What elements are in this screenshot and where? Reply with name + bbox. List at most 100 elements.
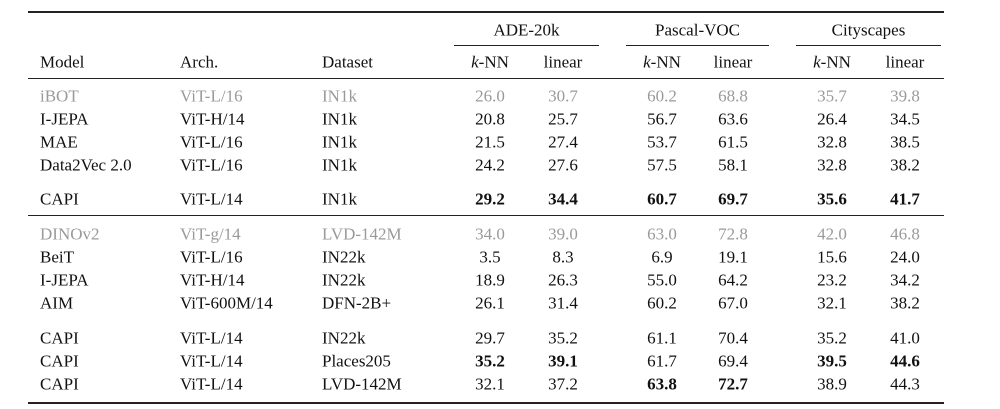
- cell-value: 60.2: [647, 293, 677, 313]
- cell-text: ViT-600M/14: [180, 293, 273, 313]
- cell-value: 32.1: [475, 374, 505, 394]
- cell-text: Places205: [322, 351, 391, 371]
- cell-value: 35.7: [817, 86, 847, 106]
- top-rule: [28, 11, 944, 13]
- cell-value: 42.0: [817, 224, 847, 244]
- group-rule: [796, 45, 941, 46]
- cell-value: 70.4: [718, 328, 748, 348]
- cell-text: IN22k: [322, 328, 366, 348]
- cell-value: 26.4: [817, 109, 847, 129]
- group-rule: [454, 45, 599, 46]
- cell-value: 26.1: [475, 293, 505, 313]
- group-header: ADE-20k: [493, 20, 560, 40]
- cell-value: 31.4: [548, 293, 578, 313]
- cell-value: 34.4: [548, 189, 578, 209]
- cell-text: ViT-L/16: [180, 86, 243, 106]
- cell-text: IN22k: [322, 270, 366, 290]
- cell-value: 63.0: [647, 224, 677, 244]
- cell-value: 35.2: [817, 328, 847, 348]
- cell-value: 27.4: [548, 132, 578, 152]
- cell-value: 69.4: [718, 351, 748, 371]
- cell-value: 41.7: [890, 189, 920, 209]
- cell-value: 39.5: [817, 351, 847, 371]
- cell-text: ViT-g/14: [180, 224, 241, 244]
- group-header: Cityscapes: [831, 20, 906, 40]
- cell-text: CAPI: [40, 189, 79, 209]
- cell-text: IN1k: [322, 132, 357, 152]
- cell-value: 69.7: [718, 189, 748, 209]
- cell-value: 32.8: [817, 132, 847, 152]
- cell-value: 34.2: [890, 270, 920, 290]
- cell-value: 26.3: [548, 270, 578, 290]
- column-header: Dataset: [322, 52, 373, 72]
- cell-value: 29.7: [475, 328, 505, 348]
- cell-value: 21.5: [475, 132, 505, 152]
- cell-text: iBOT: [40, 86, 79, 106]
- cell-value: 24.2: [475, 155, 505, 175]
- bottom-rule: [28, 402, 944, 404]
- cell-text: IN1k: [322, 155, 357, 175]
- cell-value: 58.1: [718, 155, 748, 175]
- cell-value: 35.2: [548, 328, 578, 348]
- cell-value: 61.7: [647, 351, 677, 371]
- cell-text: IN1k: [322, 109, 357, 129]
- cell-text: ViT-L/14: [180, 189, 243, 209]
- cell-value: 19.1: [718, 247, 748, 267]
- cell-text: CAPI: [40, 374, 79, 394]
- cell-value: 72.7: [718, 374, 748, 394]
- cell-value: 53.7: [647, 132, 677, 152]
- cell-value: 37.2: [548, 374, 578, 394]
- column-header: linear: [543, 52, 583, 72]
- cell-value: 29.2: [475, 189, 505, 209]
- cell-value: 15.6: [817, 247, 847, 267]
- cell-text: LVD-142M: [322, 374, 402, 394]
- cell-value: 6.9: [651, 247, 673, 267]
- cell-value: 20.8: [475, 109, 505, 129]
- cell-value: 41.0: [890, 328, 920, 348]
- cell-value: 38.5: [890, 132, 920, 152]
- column-header: Model: [40, 52, 85, 72]
- cell-text: CAPI: [40, 351, 79, 371]
- cell-value: 44.6: [890, 351, 920, 371]
- cell-value: 57.5: [647, 155, 677, 175]
- group-rule: [626, 45, 769, 46]
- cell-value: 39.8: [890, 86, 920, 106]
- cell-value: 61.1: [647, 328, 677, 348]
- cell-text: ViT-L/14: [180, 374, 243, 394]
- cell-text: ViT-H/14: [180, 109, 245, 129]
- cell-text: LVD-142M: [322, 224, 402, 244]
- cell-value: 8.3: [552, 247, 574, 267]
- cell-value: 39.0: [548, 224, 578, 244]
- cell-text: DFN-2B+: [322, 293, 392, 313]
- cell-text: ViT-L/16: [180, 132, 243, 152]
- cell-value: 35.2: [475, 351, 505, 371]
- cell-text: CAPI: [40, 328, 79, 348]
- cell-text: Data2Vec 2.0: [40, 155, 132, 175]
- cell-value: 18.9: [475, 270, 505, 290]
- cell-text: ViT-L/16: [180, 155, 243, 175]
- cell-value: 55.0: [647, 270, 677, 290]
- cell-value: 34.0: [475, 224, 505, 244]
- cell-value: 3.5: [479, 247, 501, 267]
- cell-text: ViT-L/14: [180, 351, 243, 371]
- section-rule: [28, 215, 944, 216]
- cell-value: 23.2: [817, 270, 847, 290]
- cell-text: I-JEPA: [40, 109, 89, 129]
- cell-text: I-JEPA: [40, 270, 89, 290]
- cell-value: 39.1: [548, 351, 578, 371]
- cell-value: 60.7: [647, 189, 677, 209]
- cell-text: ViT-H/14: [180, 270, 245, 290]
- cell-value: 38.2: [890, 293, 920, 313]
- cell-value: 44.3: [890, 374, 920, 394]
- column-header: linear: [713, 52, 753, 72]
- cell-value: 26.0: [475, 86, 505, 106]
- cell-value: 67.0: [718, 293, 748, 313]
- column-header: linear: [885, 52, 925, 72]
- cell-value: 61.5: [718, 132, 748, 152]
- column-header: k-NN: [471, 52, 509, 72]
- cell-value: 68.8: [718, 86, 748, 106]
- cell-value: 46.8: [890, 224, 920, 244]
- cell-value: 56.7: [647, 109, 677, 129]
- cell-value: 64.2: [718, 270, 748, 290]
